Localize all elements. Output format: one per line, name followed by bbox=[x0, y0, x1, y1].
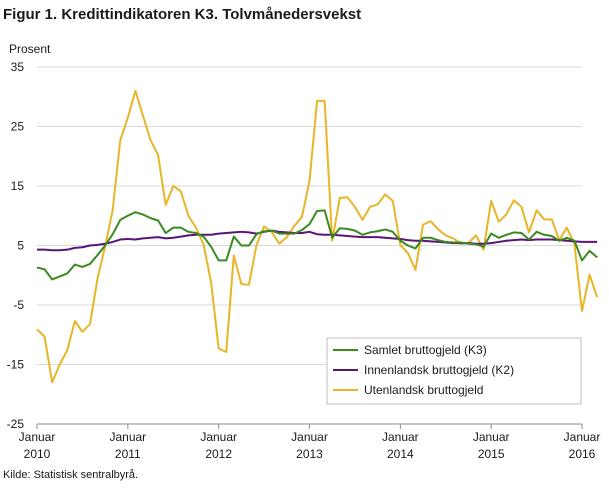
x-tick-label-year: 2011 bbox=[115, 447, 141, 461]
y-tick-label: 5 bbox=[17, 239, 24, 253]
legend-label: Innenlandsk bruttogjeld (K2) bbox=[364, 363, 514, 377]
x-tick-label-month: Januar bbox=[291, 430, 328, 444]
x-tick-label-year: 2015 bbox=[478, 447, 505, 461]
x-tick-label-month: Januar bbox=[382, 430, 419, 444]
x-tick-label-year: 2016 bbox=[569, 447, 596, 461]
series-line-3 bbox=[36, 89, 599, 384]
x-tick-label-year: 2010 bbox=[24, 447, 51, 461]
y-axis-label: Prosent bbox=[9, 42, 51, 56]
legend-label: Samlet bruttogjeld (K3) bbox=[364, 343, 487, 357]
legend-label: Utenlandsk bruttogjeld bbox=[364, 383, 483, 397]
series-line-2 bbox=[37, 229, 598, 252]
y-tick-label: 15 bbox=[11, 179, 25, 193]
x-tick-label-year: 2014 bbox=[387, 447, 414, 461]
y-tick-label: 25 bbox=[11, 120, 25, 134]
figure-title: Figur 1. Kredittindikatoren K3. Tolvmåne… bbox=[3, 6, 362, 23]
y-tick-label: -25 bbox=[7, 417, 25, 431]
source-note: Kilde: Statistisk sentralbyrå. bbox=[3, 469, 139, 481]
x-tick-label-month: Januar bbox=[473, 430, 510, 444]
x-axis-ticks: Januar 2010 Januar 2011 Januar 2012 Januar 2013… bbox=[19, 424, 601, 461]
series-line-1 bbox=[36, 209, 598, 281]
x-tick-label-month: Januar bbox=[109, 430, 146, 444]
legend-box bbox=[326, 337, 582, 405]
y-tick-label: -5 bbox=[13, 298, 24, 312]
x-tick-label-month: Januar bbox=[200, 430, 237, 444]
x-tick-label-year: 2013 bbox=[296, 447, 323, 461]
legend: Samlet bruttogjeld (K3) Innenlandsk brutt… bbox=[326, 337, 582, 405]
x-tick-label-month: Januar bbox=[19, 430, 56, 444]
series-lines bbox=[36, 89, 599, 384]
x-tick-label-month: Januar bbox=[564, 430, 601, 444]
x-tick-label-year: 2012 bbox=[205, 447, 232, 461]
y-axis-ticks: -25 -15 -5 5 15 25 35 bbox=[7, 60, 25, 431]
y-tick-label: 35 bbox=[11, 60, 25, 74]
y-tick-label: -15 bbox=[7, 358, 25, 372]
